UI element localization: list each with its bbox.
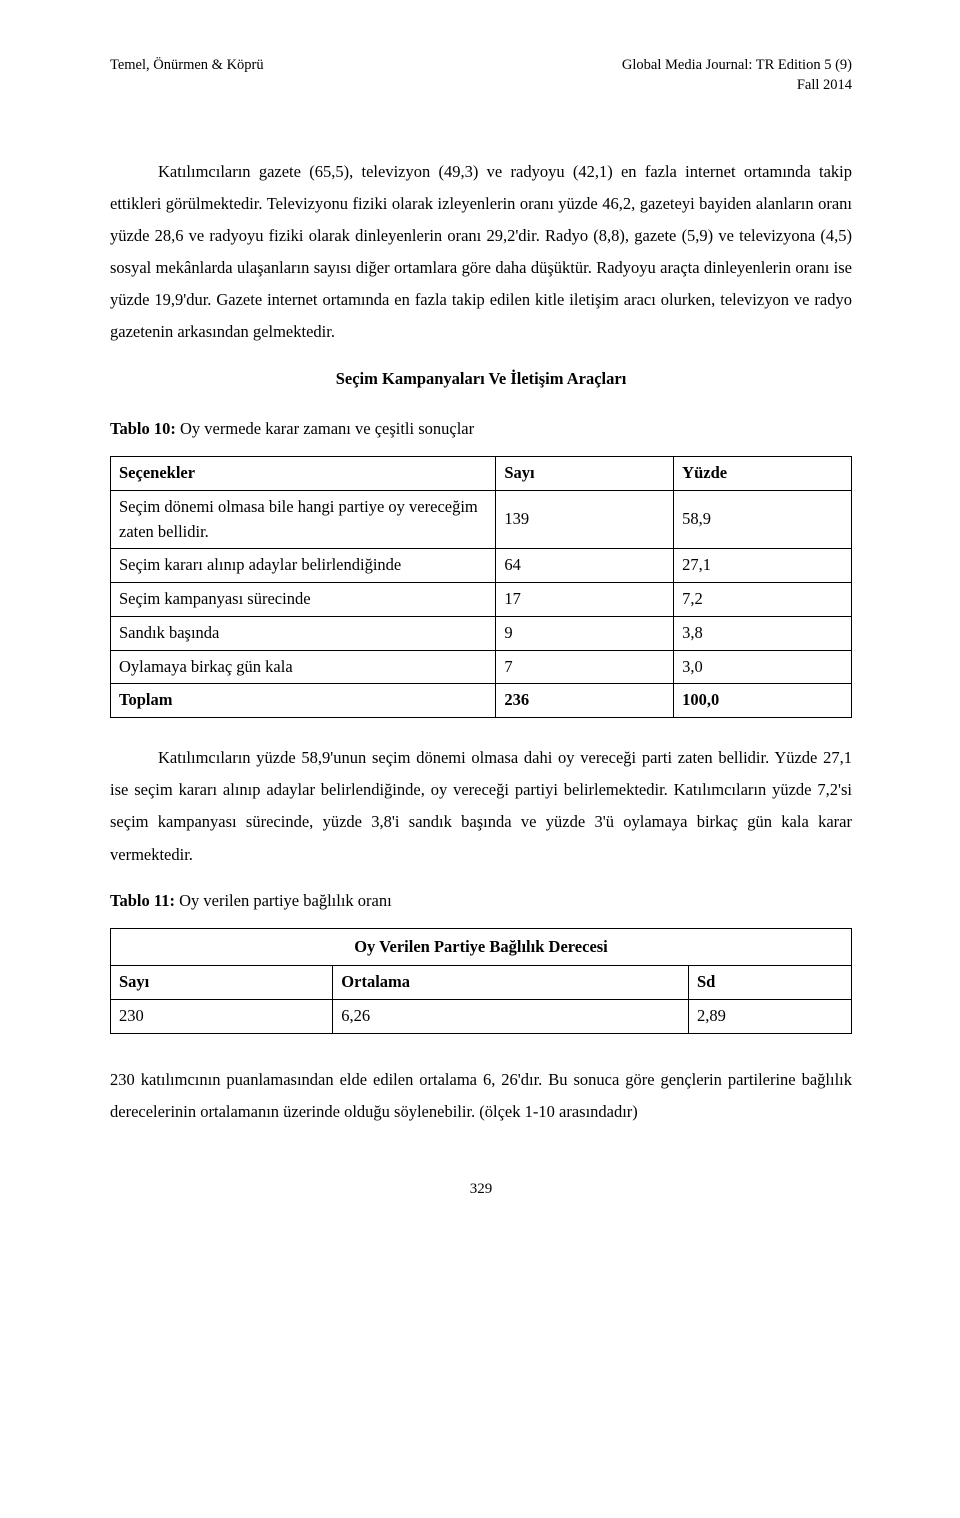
cell: 236 [496, 684, 674, 718]
cell: 58,9 [674, 490, 852, 549]
header-issue: Fall 2014 [622, 75, 852, 95]
paragraph-3: 230 katılımcının puanlamasından elde edi… [110, 1064, 852, 1128]
section-heading: Seçim Kampanyaları Ve İletişim Araçları [110, 367, 852, 392]
table-row-total: Toplam 236 100,0 [111, 684, 852, 718]
table-11-title: Oy Verilen Partiye Bağlılık Derecesi [111, 928, 852, 966]
page-container: Temel, Önürmen & Köprü Global Media Jour… [0, 0, 960, 1256]
header-journal: Global Media Journal: TR Edition 5 (9) [622, 55, 852, 75]
cell: 7,2 [674, 583, 852, 617]
table-10-caption: Tablo 10: Oy vermede karar zamanı ve çeş… [110, 417, 852, 442]
cell: 9 [496, 616, 674, 650]
table-row: Sandık başında 9 3,8 [111, 616, 852, 650]
header-right: Global Media Journal: TR Edition 5 (9) F… [622, 55, 852, 96]
table-10-caption-label: Tablo 10: [110, 419, 176, 438]
cell: 3,0 [674, 650, 852, 684]
page-header: Temel, Önürmen & Köprü Global Media Jour… [110, 55, 852, 96]
cell: 139 [496, 490, 674, 549]
cell: Seçim kampanyası sürecinde [111, 583, 496, 617]
table-row: Oy Verilen Partiye Bağlılık Derecesi [111, 928, 852, 966]
table-row: Oylamaya birkaç gün kala 7 3,0 [111, 650, 852, 684]
table-11-caption-text: Oy verilen partiye bağlılık oranı [175, 891, 392, 910]
cell: 27,1 [674, 549, 852, 583]
table-row: Seçim kararı alınıp adaylar belirlendiği… [111, 549, 852, 583]
header-left: Temel, Önürmen & Köprü [110, 55, 264, 96]
cell: 2,89 [688, 1000, 851, 1034]
paragraph-1: Katılımcıların gazete (65,5), televizyon… [110, 156, 852, 349]
cell: 3,8 [674, 616, 852, 650]
cell: Seçim dönemi olmasa bile hangi partiye o… [111, 490, 496, 549]
table-row: 230 6,26 2,89 [111, 1000, 852, 1034]
table-row: Seçim dönemi olmasa bile hangi partiye o… [111, 490, 852, 549]
cell: 17 [496, 583, 674, 617]
table-row: Sayı Ortalama Sd [111, 966, 852, 1000]
cell: Toplam [111, 684, 496, 718]
cell: Oylamaya birkaç gün kala [111, 650, 496, 684]
table-10-caption-text: Oy vermede karar zamanı ve çeşitli sonuç… [176, 419, 474, 438]
cell: Seçim kararı alınıp adaylar belirlendiği… [111, 549, 496, 583]
table-10: Seçenekler Sayı Yüzde Seçim dönemi olmas… [110, 456, 852, 718]
cell: 230 [111, 1000, 333, 1034]
cell: 100,0 [674, 684, 852, 718]
col-header: Yüzde [674, 457, 852, 491]
page-number: 329 [110, 1178, 852, 1201]
cell: Sandık başında [111, 616, 496, 650]
table-11-caption: Tablo 11: Oy verilen partiye bağlılık or… [110, 889, 852, 914]
table-11: Oy Verilen Partiye Bağlılık Derecesi Say… [110, 928, 852, 1034]
cell: 7 [496, 650, 674, 684]
col-header: Sd [688, 966, 851, 1000]
col-header: Seçenekler [111, 457, 496, 491]
table-11-caption-label: Tablo 11: [110, 891, 175, 910]
col-header: Sayı [496, 457, 674, 491]
cell: 64 [496, 549, 674, 583]
paragraph-2: Katılımcıların yüzde 58,9'unun seçim dön… [110, 742, 852, 871]
table-row: Seçenekler Sayı Yüzde [111, 457, 852, 491]
col-header: Ortalama [333, 966, 689, 1000]
col-header: Sayı [111, 966, 333, 1000]
cell: 6,26 [333, 1000, 689, 1034]
header-authors: Temel, Önürmen & Köprü [110, 55, 264, 75]
table-row: Seçim kampanyası sürecinde 17 7,2 [111, 583, 852, 617]
